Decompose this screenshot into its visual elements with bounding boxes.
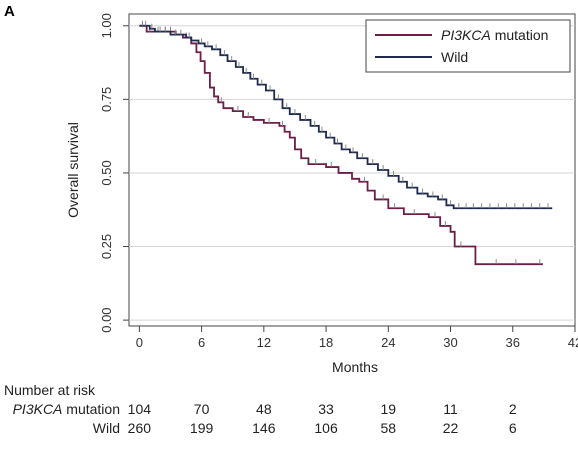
risk-count: 6 [508, 420, 517, 436]
x-axis: 0 6 12 18 24 30 36 42 [136, 326, 578, 350]
risk-count: 106 [314, 420, 338, 436]
legend-box [365, 19, 571, 73]
risk-row-label: PI3KCA mutation [0, 401, 120, 417]
x-tick-label: 36 [506, 335, 520, 350]
panel-label: A [4, 3, 15, 20]
x-tick-label: 24 [381, 335, 395, 350]
risk-count: 19 [380, 401, 397, 417]
y-axis: 0.00 0.25 0.50 0.75 1.00 [99, 13, 129, 333]
risk-count: 22 [442, 420, 459, 436]
x-tick-label: 12 [257, 335, 271, 350]
risk-count: 260 [127, 420, 152, 436]
x-tick-label: 6 [198, 335, 205, 350]
x-tick-label: 18 [319, 335, 333, 350]
y-tick-label: 0.25 [99, 234, 114, 259]
series-layer [139, 20, 553, 266]
risk-row-label-text: mutation [62, 401, 120, 417]
legend: PI3KCA mutation Wild [365, 19, 571, 73]
risk-row-label-text: Wild [92, 420, 120, 436]
risk-table-title: Number at risk [4, 382, 96, 398]
risk-row-label: Wild [0, 420, 120, 436]
x-axis-title: Months [332, 359, 378, 375]
y-tick-label: 0.75 [99, 87, 114, 112]
x-tick-label: 42 [568, 335, 578, 350]
survival-curve-mutation [139, 24, 543, 266]
risk-count: 70 [193, 401, 210, 417]
x-tick-label: 30 [443, 335, 457, 350]
risk-count: 33 [318, 401, 334, 417]
risk-count: 146 [252, 420, 276, 436]
legend-label-mutation: PI3KCA mutation [441, 27, 548, 43]
risk-row-label-gene: PI3KCA [12, 401, 63, 417]
risk-count: 48 [256, 401, 272, 417]
risk-count: 199 [189, 420, 214, 436]
risk-count: 2 [508, 401, 517, 417]
x-tick-label: 0 [136, 335, 143, 350]
y-axis-title: Overall survival [65, 122, 81, 218]
y-tick-label: 0.00 [99, 307, 114, 332]
plot-frame [128, 13, 576, 327]
risk-count: 104 [127, 401, 152, 417]
y-tick-label: 1.00 [99, 13, 114, 38]
legend-label-wild: Wild [441, 49, 468, 65]
risk-count: 11 [443, 401, 458, 417]
risk-count: 58 [380, 420, 397, 436]
y-tick-label: 0.50 [99, 160, 114, 185]
